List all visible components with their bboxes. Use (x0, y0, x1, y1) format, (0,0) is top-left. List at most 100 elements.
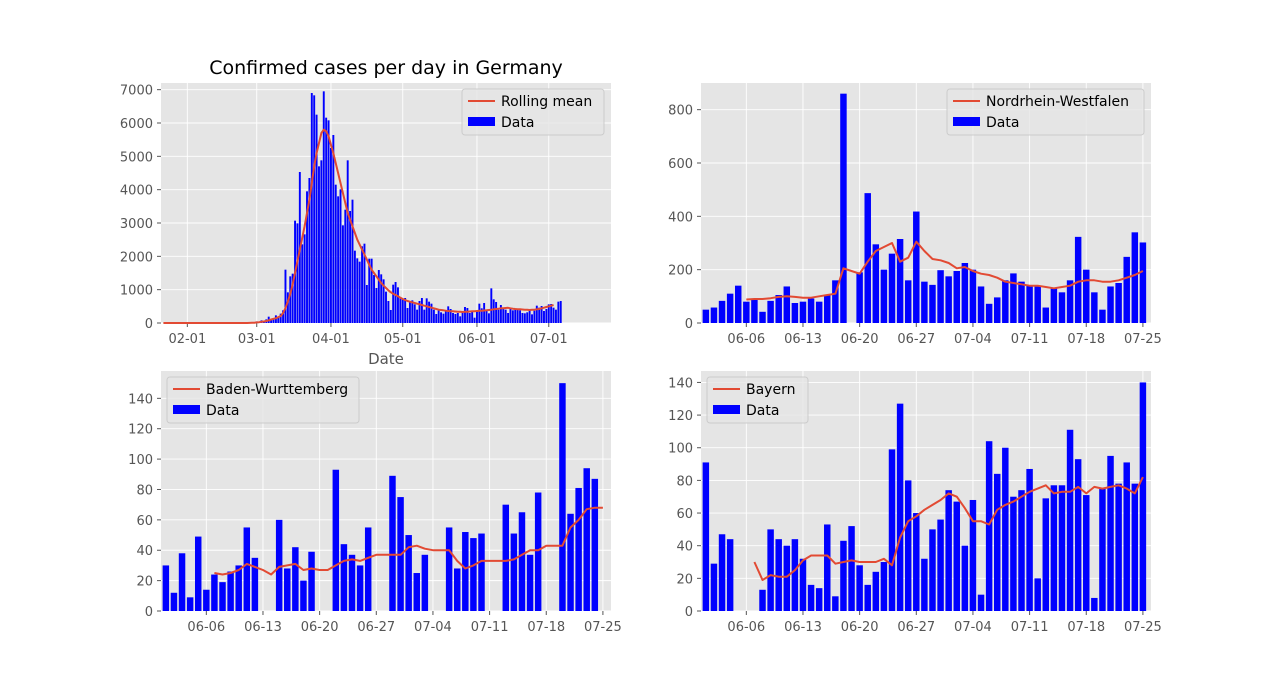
legend-label: Rolling mean (501, 94, 592, 110)
x-tick-label: 02-01 (168, 332, 206, 347)
data-bar (856, 272, 863, 323)
y-tick-label: 0 (145, 317, 153, 332)
data-bar (1074, 459, 1082, 611)
data-bar (531, 314, 533, 323)
y-tick-label: 200 (668, 264, 693, 279)
data-bar (418, 301, 421, 323)
data-bar (380, 274, 383, 323)
data-bar (913, 211, 920, 323)
x-tick-label: 07-18 (1067, 332, 1105, 347)
data-bar (442, 313, 445, 323)
data-bar (550, 304, 553, 323)
data-bar (1058, 485, 1066, 611)
data-bar (848, 526, 855, 611)
data-bar (767, 529, 774, 611)
data-bar (583, 468, 590, 611)
data-bar (985, 441, 993, 611)
data-bar (349, 211, 352, 323)
data-bar (815, 588, 823, 611)
data-bar (495, 302, 498, 323)
y-tick-label: 800 (668, 104, 693, 119)
data-bar (363, 243, 366, 323)
y-tick-label: 0 (145, 605, 153, 620)
data-bar (421, 554, 429, 611)
data-bar (406, 308, 409, 323)
data-bar (337, 196, 340, 323)
data-bar (1010, 496, 1017, 611)
y-tick-label: 80 (676, 474, 693, 489)
data-bar (308, 178, 311, 323)
data-bar (1139, 382, 1147, 611)
data-bar (896, 239, 904, 323)
x-tick-label: 03-01 (238, 332, 276, 347)
data-bar (726, 293, 734, 323)
data-bar (937, 519, 944, 611)
data-bar (162, 565, 170, 611)
data-bar (194, 536, 202, 611)
data-bar (977, 594, 985, 611)
data-bar (718, 534, 726, 611)
data-bar (1002, 280, 1009, 323)
data-bar (227, 571, 234, 611)
data-bar (710, 307, 718, 323)
data-bar (824, 295, 831, 323)
data-bar (1042, 498, 1050, 611)
data-bar (478, 533, 485, 611)
data-bar (921, 281, 928, 323)
y-tick-label: 0 (685, 605, 693, 620)
data-bar (856, 565, 863, 611)
data-bar (301, 244, 304, 323)
data-bar (888, 449, 896, 611)
data-bar (567, 513, 574, 611)
x-tick-label: 07-01 (530, 332, 568, 347)
x-tick-label: 07-25 (584, 620, 622, 635)
data-bar (444, 310, 447, 323)
legend: Rolling mean Data (461, 88, 605, 136)
data-bar (993, 297, 1001, 323)
x-tick-label: 07-11 (471, 620, 509, 635)
y-tick-label: 40 (676, 540, 693, 555)
data-bar (953, 271, 960, 323)
x-tick-label: 05-01 (384, 332, 422, 347)
data-bar (356, 565, 364, 611)
data-bar (353, 250, 356, 323)
data-bar (945, 490, 952, 611)
data-bar (341, 225, 344, 323)
data-bar (775, 539, 782, 611)
data-bar (518, 512, 526, 611)
data-bar (1131, 232, 1139, 323)
legend-box (461, 88, 605, 136)
data-bar (993, 473, 1001, 611)
data-bar (538, 307, 541, 323)
y-tick-label: 80 (136, 483, 153, 498)
data-bar (471, 310, 474, 323)
data-bar (306, 191, 308, 323)
data-bar (430, 303, 433, 323)
data-bar (332, 469, 340, 611)
data-bar (375, 288, 378, 323)
data-bar (832, 280, 839, 323)
data-bar (710, 563, 718, 611)
data-bar (470, 538, 477, 611)
y-tick-label: 120 (668, 409, 693, 424)
data-bar (313, 95, 316, 323)
data-bar (533, 310, 536, 323)
data-bar (961, 545, 969, 611)
y-tick-label: 4000 (120, 184, 153, 199)
data-bar (1058, 292, 1066, 323)
data-bar (559, 301, 562, 323)
x-tick-label: 06-01 (458, 332, 496, 347)
data-bar (528, 310, 531, 323)
x-tick-label: 07-18 (527, 620, 565, 635)
data-bar (356, 258, 359, 323)
data-bar (526, 554, 534, 611)
data-bar (1050, 288, 1058, 323)
data-bar (534, 492, 542, 611)
data-bar (519, 310, 521, 323)
x-tick-label: 07-18 (1067, 620, 1105, 635)
x-tick-label: 07-25 (1124, 332, 1162, 347)
data-bar (397, 287, 399, 323)
data-bar (1066, 280, 1074, 323)
data-bar (453, 568, 461, 611)
data-bar (1123, 256, 1130, 323)
